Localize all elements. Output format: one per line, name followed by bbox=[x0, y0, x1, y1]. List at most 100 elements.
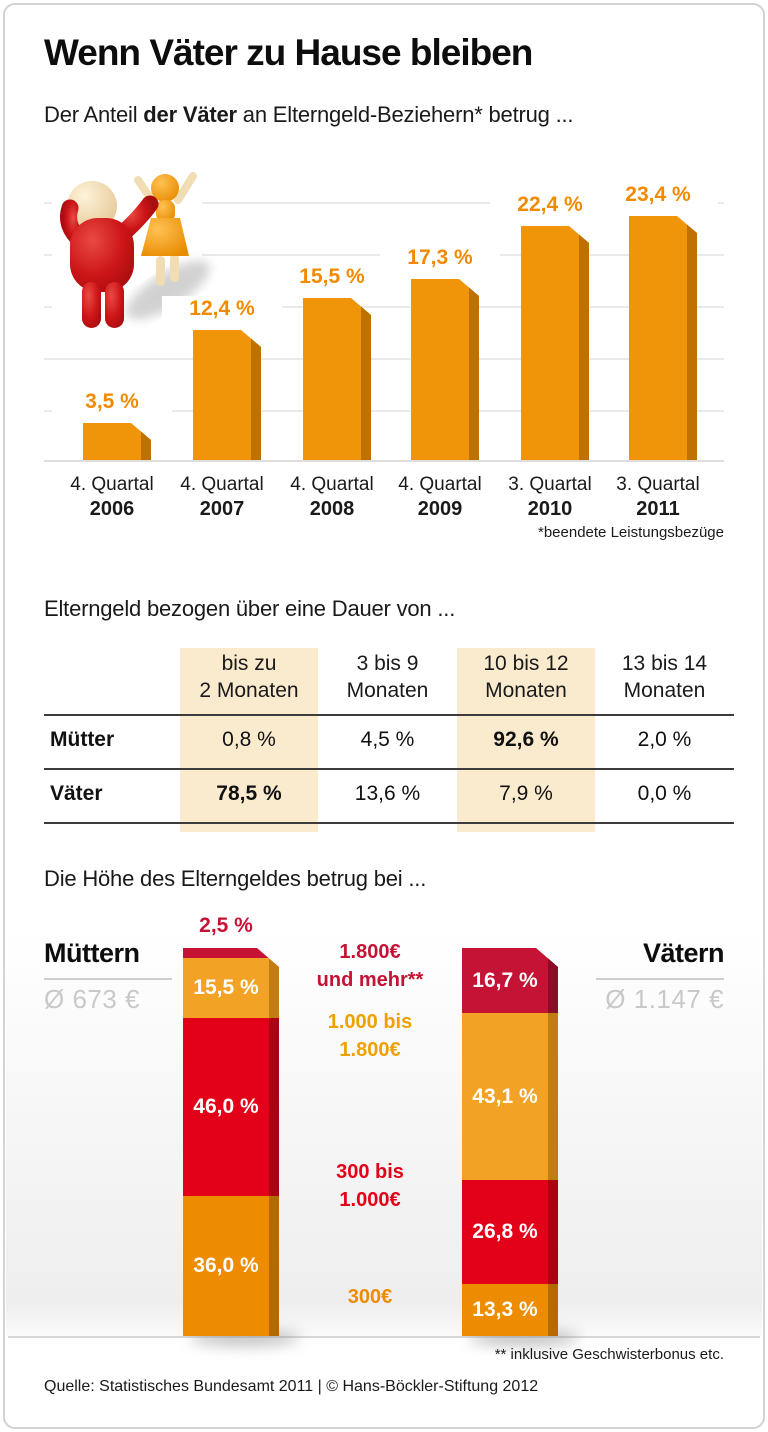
x-tick-label: 4. Quartal 2008 bbox=[272, 472, 392, 522]
legend-line: 1.800€ bbox=[339, 941, 401, 963]
header-line: 3 bis 9 bbox=[356, 652, 419, 675]
bar-value-label: 12,4 % bbox=[162, 296, 282, 322]
duration-table: bis zu 2 Monaten 3 bis 9 Monaten 10 bis 12… bbox=[44, 642, 734, 834]
header-line: 10 bis 12 bbox=[483, 652, 569, 675]
row-label-vaeter: Väter bbox=[50, 782, 103, 805]
year-text: 2006 bbox=[89, 498, 135, 520]
x-tick-label: 3. Quartal 2011 bbox=[598, 472, 718, 522]
legend-line: 1.000€ bbox=[339, 1189, 401, 1211]
bar-2007 bbox=[193, 330, 261, 460]
fathers-share-bar-chart: 3,5 % 12,4 % 15,5 % 17,3 % 22,4 % 23,4 %… bbox=[44, 160, 724, 520]
segment-value: 15,5 % bbox=[193, 976, 259, 999]
divider-line bbox=[44, 978, 172, 980]
x-tick-label: 4. Quartal 2009 bbox=[380, 472, 500, 522]
legend-1800-plus: 1.800€ und mehr** bbox=[295, 938, 445, 994]
segment-1000-1800: 43,1 % bbox=[462, 1013, 558, 1180]
table-cell: 0,0 % bbox=[637, 782, 692, 805]
source-line: Quelle: Statistisches Bundesamt 2011 | ©… bbox=[44, 1378, 539, 1395]
segment-value: 16,7 % bbox=[472, 968, 538, 992]
quarter-text: 4. Quartal bbox=[290, 474, 374, 495]
gridline bbox=[44, 410, 724, 412]
x-tick-label: 4. Quartal 2007 bbox=[162, 472, 282, 522]
subtitle-suffix: an Elterngeld-Beziehern* betrug ... bbox=[236, 102, 574, 127]
table-rule bbox=[44, 822, 734, 824]
legend-300-1000: 300 bis 1.000€ bbox=[295, 1158, 445, 1214]
segment-1000-1800: 15,5 % bbox=[183, 958, 279, 1018]
legend-line: 1.800€ bbox=[339, 1039, 401, 1061]
mothers-top-segment-label: 2,5 % bbox=[199, 914, 253, 937]
table-rule bbox=[44, 714, 734, 716]
header-line: Monaten bbox=[346, 679, 429, 702]
legend-line: 300 bis bbox=[336, 1161, 404, 1183]
legend-line: 300€ bbox=[347, 1286, 393, 1308]
chart1-subtitle: Der Anteil der Väter an Elterngeld-Bezie… bbox=[44, 102, 574, 128]
column-header: 3 bis 9 Monaten bbox=[318, 650, 457, 704]
segment-300-1000: 46,0 % bbox=[183, 1018, 279, 1196]
fathers-average: Ø 1.147 € bbox=[605, 984, 724, 1014]
background-wash bbox=[6, 930, 762, 1336]
father-child-figure-illustration bbox=[52, 162, 210, 334]
legend-300: 300€ bbox=[295, 1283, 445, 1311]
bar-2009 bbox=[411, 279, 479, 460]
segment-300-1000: 26,8 % bbox=[462, 1180, 558, 1284]
fathers-stacked-bar: 16,7 % 43,1 % 26,8 % 13,3 % bbox=[462, 948, 558, 1336]
segment-300: 13,3 % bbox=[462, 1284, 558, 1336]
header-line: Monaten bbox=[623, 679, 706, 702]
legend-line: 1.000 bis bbox=[327, 1011, 413, 1033]
mothers-group-label: Müttern bbox=[44, 938, 140, 968]
year-text: 2007 bbox=[199, 498, 245, 520]
bar-value-label: 23,4 % bbox=[598, 182, 718, 208]
header-line: 13 bis 14 bbox=[621, 652, 708, 675]
bar-value-label: 15,5 % bbox=[272, 264, 392, 290]
column-header: 13 bis 14 Monaten bbox=[595, 650, 734, 704]
legend-1000-1800: 1.000 bis 1.800€ bbox=[295, 1008, 445, 1064]
header-line: bis zu bbox=[221, 652, 277, 675]
footnote-geschwisterbonus: ** inklusive Geschwisterbonus etc. bbox=[494, 1346, 724, 1363]
segment-value: 26,8 % bbox=[472, 1220, 538, 1243]
year-text: 2010 bbox=[527, 498, 573, 520]
segment-value: 13,3 % bbox=[472, 1298, 538, 1321]
column-header: 10 bis 12 Monaten bbox=[457, 650, 595, 704]
table-cell: 78,5 % bbox=[216, 782, 282, 805]
quarter-text: 3. Quartal bbox=[508, 474, 592, 495]
bar-value-label: 3,5 % bbox=[52, 389, 172, 415]
stacked-baseline bbox=[8, 1336, 760, 1338]
segment-300: 36,0 % bbox=[183, 1196, 279, 1336]
bar-2010 bbox=[521, 226, 589, 460]
segment-1800-plus: 16,7 % bbox=[462, 948, 558, 1013]
table-cell: 0,8 % bbox=[222, 728, 276, 751]
table-cell: 2,0 % bbox=[637, 728, 692, 751]
legend-line: und mehr** bbox=[316, 969, 424, 991]
quarter-text: 4. Quartal bbox=[180, 474, 264, 495]
table-cell: 92,6 % bbox=[493, 728, 559, 751]
column-header: bis zu 2 Monaten bbox=[180, 650, 318, 704]
table-rule bbox=[44, 768, 734, 770]
subtitle-bold: der Väter bbox=[143, 102, 237, 127]
stacked-section-title: Die Höhe des Elterngeldes betrug bei ... bbox=[44, 866, 427, 891]
segment-value: 36,0 % bbox=[193, 1254, 259, 1277]
segment-value: 46,0 % bbox=[193, 1095, 259, 1118]
header-line: 2 Monaten bbox=[199, 679, 299, 702]
quarter-text: 4. Quartal bbox=[398, 474, 482, 495]
mothers-stacked-bar: 15,5 % 46,0 % 36,0 % bbox=[183, 948, 279, 1336]
chart-baseline bbox=[44, 460, 724, 462]
quarter-text: 4. Quartal bbox=[70, 474, 154, 495]
subtitle-prefix: Der Anteil bbox=[44, 102, 144, 127]
x-tick-label: 4. Quartal 2006 bbox=[52, 472, 172, 522]
row-label-muetter: Mütter bbox=[50, 728, 115, 751]
year-text: 2011 bbox=[636, 498, 680, 520]
gridline bbox=[44, 202, 724, 204]
bar-2008 bbox=[303, 298, 371, 460]
bar-2011 bbox=[629, 216, 697, 460]
fathers-group-label: Vätern bbox=[642, 938, 725, 968]
mothers-average: Ø 673 € bbox=[44, 984, 141, 1014]
divider-line bbox=[596, 978, 724, 980]
header-line: Monaten bbox=[485, 679, 567, 702]
bar-value-label: 17,3 % bbox=[380, 245, 500, 271]
segment-value: 43,1 % bbox=[472, 1084, 538, 1108]
table-section-title: Elterngeld bezogen über eine Dauer von .… bbox=[44, 596, 456, 621]
footnote-leistungsbezuege: *beendete Leistungsbezüge bbox=[538, 524, 724, 541]
year-text: 2008 bbox=[309, 498, 355, 520]
quarter-text: 3. Quartal bbox=[616, 474, 700, 495]
